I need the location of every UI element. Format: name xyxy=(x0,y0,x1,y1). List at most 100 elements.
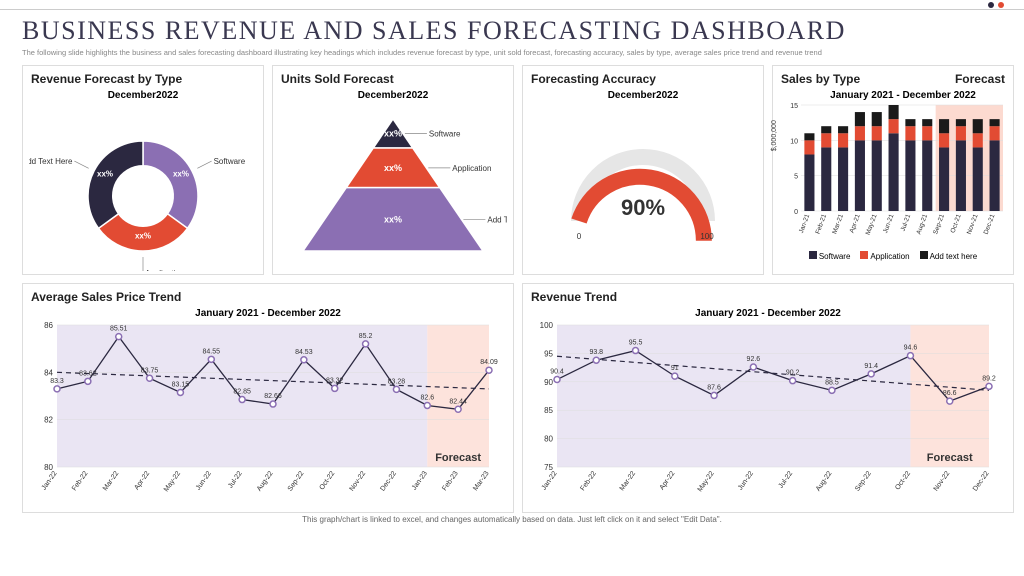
svg-text:95: 95 xyxy=(544,349,553,358)
pyramid-chart: xx%Softwarexx%Applicationxx%Add Text Her… xyxy=(279,101,507,271)
svg-text:83.15: 83.15 xyxy=(172,381,190,388)
svg-text:86: 86 xyxy=(44,321,53,330)
svg-text:Oct-22: Oct-22 xyxy=(894,470,912,491)
panel-title: Revenue Forecast by Type xyxy=(29,70,257,90)
svg-text:Dec-21: Dec-21 xyxy=(983,213,997,235)
svg-text:83.75: 83.75 xyxy=(141,367,159,374)
svg-text:91.4: 91.4 xyxy=(864,363,878,370)
svg-text:xx%: xx% xyxy=(97,170,113,179)
panel-revenue-trend: Revenue Trend January 2021 - December 20… xyxy=(522,283,1014,513)
svg-text:83.62: 83.62 xyxy=(79,370,97,377)
svg-text:Jul-22: Jul-22 xyxy=(778,470,795,490)
svg-text:85.2: 85.2 xyxy=(359,333,373,340)
svg-text:Oct-21: Oct-21 xyxy=(950,213,963,234)
svg-text:Jan-23: Jan-23 xyxy=(411,470,429,492)
svg-text:xx%: xx% xyxy=(173,170,189,179)
svg-text:Nov-22: Nov-22 xyxy=(933,470,952,493)
svg-text:Mar-21: Mar-21 xyxy=(831,213,845,235)
panel-subtitle: January 2021 - December 2022 xyxy=(799,90,1007,101)
svg-text:82.85: 82.85 xyxy=(233,389,251,396)
dashboard-grid: Revenue Forecast by Type December2022 xx… xyxy=(0,59,1024,515)
svg-text:85.51: 85.51 xyxy=(110,326,128,333)
footer-note: This graph/chart is linked to excel, and… xyxy=(0,515,1024,526)
svg-text:Nov-21: Nov-21 xyxy=(966,213,980,235)
svg-text:95.5: 95.5 xyxy=(629,340,643,347)
svg-text:Feb-22: Feb-22 xyxy=(579,470,598,492)
panel-title: Revenue Trend xyxy=(529,288,1007,308)
svg-text:Sep-21: Sep-21 xyxy=(932,213,946,235)
svg-text:93.8: 93.8 xyxy=(589,349,603,356)
svg-text:92.6: 92.6 xyxy=(747,356,761,363)
svg-text:Nov-22: Nov-22 xyxy=(349,470,368,493)
svg-text:May-21: May-21 xyxy=(865,213,879,236)
svg-text:Software: Software xyxy=(429,130,461,139)
panel-subtitle: December2022 xyxy=(529,90,757,101)
svg-text:Software: Software xyxy=(214,157,246,166)
panel-title: Sales by Type xyxy=(779,70,862,90)
svg-text:84: 84 xyxy=(44,368,53,377)
svg-text:Add Text Here: Add Text Here xyxy=(29,157,73,166)
svg-text:Apr-21: Apr-21 xyxy=(849,213,862,234)
svg-text:Oct-22: Oct-22 xyxy=(319,470,337,491)
svg-text:xx%: xx% xyxy=(135,232,151,241)
svg-text:Aug-22: Aug-22 xyxy=(815,470,834,493)
accent-dot-2 xyxy=(998,2,1004,8)
svg-text:Feb-23: Feb-23 xyxy=(441,470,460,492)
stacked-legend: SoftwareApplicationAdd text here xyxy=(779,251,1007,261)
page-subtitle: The following slide highlights the busin… xyxy=(22,48,1002,57)
svg-text:90: 90 xyxy=(544,378,553,387)
svg-text:Sep-22: Sep-22 xyxy=(287,470,306,493)
svg-text:Jun-21: Jun-21 xyxy=(882,213,896,234)
svg-text:100: 100 xyxy=(700,232,714,241)
svg-text:Mar-22: Mar-22 xyxy=(102,470,121,492)
svg-text:80: 80 xyxy=(544,435,553,444)
svg-text:5: 5 xyxy=(794,174,798,181)
svg-text:Jul-21: Jul-21 xyxy=(900,213,913,232)
svg-text:Dec-22: Dec-22 xyxy=(379,470,398,493)
donut-chart: xx%Softwarexx%Applicationxx%Add Text Her… xyxy=(29,101,257,271)
panel-accuracy: Forecasting Accuracy December2022 90%010… xyxy=(522,65,764,275)
stacked-bar-chart: 051015Jan-21Feb-21Mar-21Apr-21May-21Jun-… xyxy=(779,101,1007,251)
panel-title-right: Forecast xyxy=(953,70,1007,90)
svg-text:83.32: 83.32 xyxy=(326,377,344,384)
svg-text:Forecast: Forecast xyxy=(435,452,481,464)
panel-units-sold: Units Sold Forecast December2022 xx%Soft… xyxy=(272,65,514,275)
svg-text:84.53: 84.53 xyxy=(295,349,313,356)
svg-text:87.6: 87.6 xyxy=(707,384,721,391)
svg-text:83.28: 83.28 xyxy=(388,378,406,385)
page-title: Business Revenue and Sales Forecasting D… xyxy=(22,16,1002,46)
svg-text:Aug-22: Aug-22 xyxy=(256,470,275,493)
svg-text:91: 91 xyxy=(671,365,679,372)
panel-subtitle: January 2021 - December 2022 xyxy=(529,308,1007,319)
svg-text:xx%: xx% xyxy=(384,163,402,173)
svg-text:0: 0 xyxy=(577,232,582,241)
svg-text:Jan-21: Jan-21 xyxy=(798,213,812,234)
svg-text:89.2: 89.2 xyxy=(982,375,996,382)
y-axis-label: $,000,000 xyxy=(771,120,778,151)
svg-text:82: 82 xyxy=(44,416,53,425)
svg-text:Mar-23: Mar-23 xyxy=(472,470,491,492)
panel-title: Units Sold Forecast xyxy=(279,70,507,90)
panel-title: Forecasting Accuracy xyxy=(529,70,757,90)
svg-text:84.09: 84.09 xyxy=(480,359,498,366)
svg-text:88.5: 88.5 xyxy=(825,379,839,386)
svg-text:xx%: xx% xyxy=(384,129,402,139)
svg-text:10: 10 xyxy=(790,138,798,145)
panel-sales-by-type: Sales by Type Forecast January 2021 - De… xyxy=(772,65,1014,275)
svg-text:94.6: 94.6 xyxy=(904,345,918,352)
svg-text:84.55: 84.55 xyxy=(203,348,221,355)
svg-text:Application: Application xyxy=(452,164,491,173)
gauge-chart: 90%0100 xyxy=(529,101,757,271)
svg-text:90.4: 90.4 xyxy=(550,369,564,376)
svg-text:82.6: 82.6 xyxy=(420,394,434,401)
svg-text:Feb-21: Feb-21 xyxy=(815,213,829,235)
svg-text:May-22: May-22 xyxy=(697,470,716,493)
panel-revenue-forecast: Revenue Forecast by Type December2022 xx… xyxy=(22,65,264,275)
line-chart-revenue: 758085909510090.493.895.59187.692.690.28… xyxy=(529,319,999,509)
line-chart-avg-sales: 8082848683.383.6285.5183.7583.1584.5582.… xyxy=(29,319,499,509)
svg-text:Mar-22: Mar-22 xyxy=(619,470,638,492)
svg-text:Jun-22: Jun-22 xyxy=(195,470,213,492)
svg-text:May-22: May-22 xyxy=(163,470,182,493)
svg-text:86.6: 86.6 xyxy=(943,390,957,397)
accent-dot-1 xyxy=(988,2,994,8)
